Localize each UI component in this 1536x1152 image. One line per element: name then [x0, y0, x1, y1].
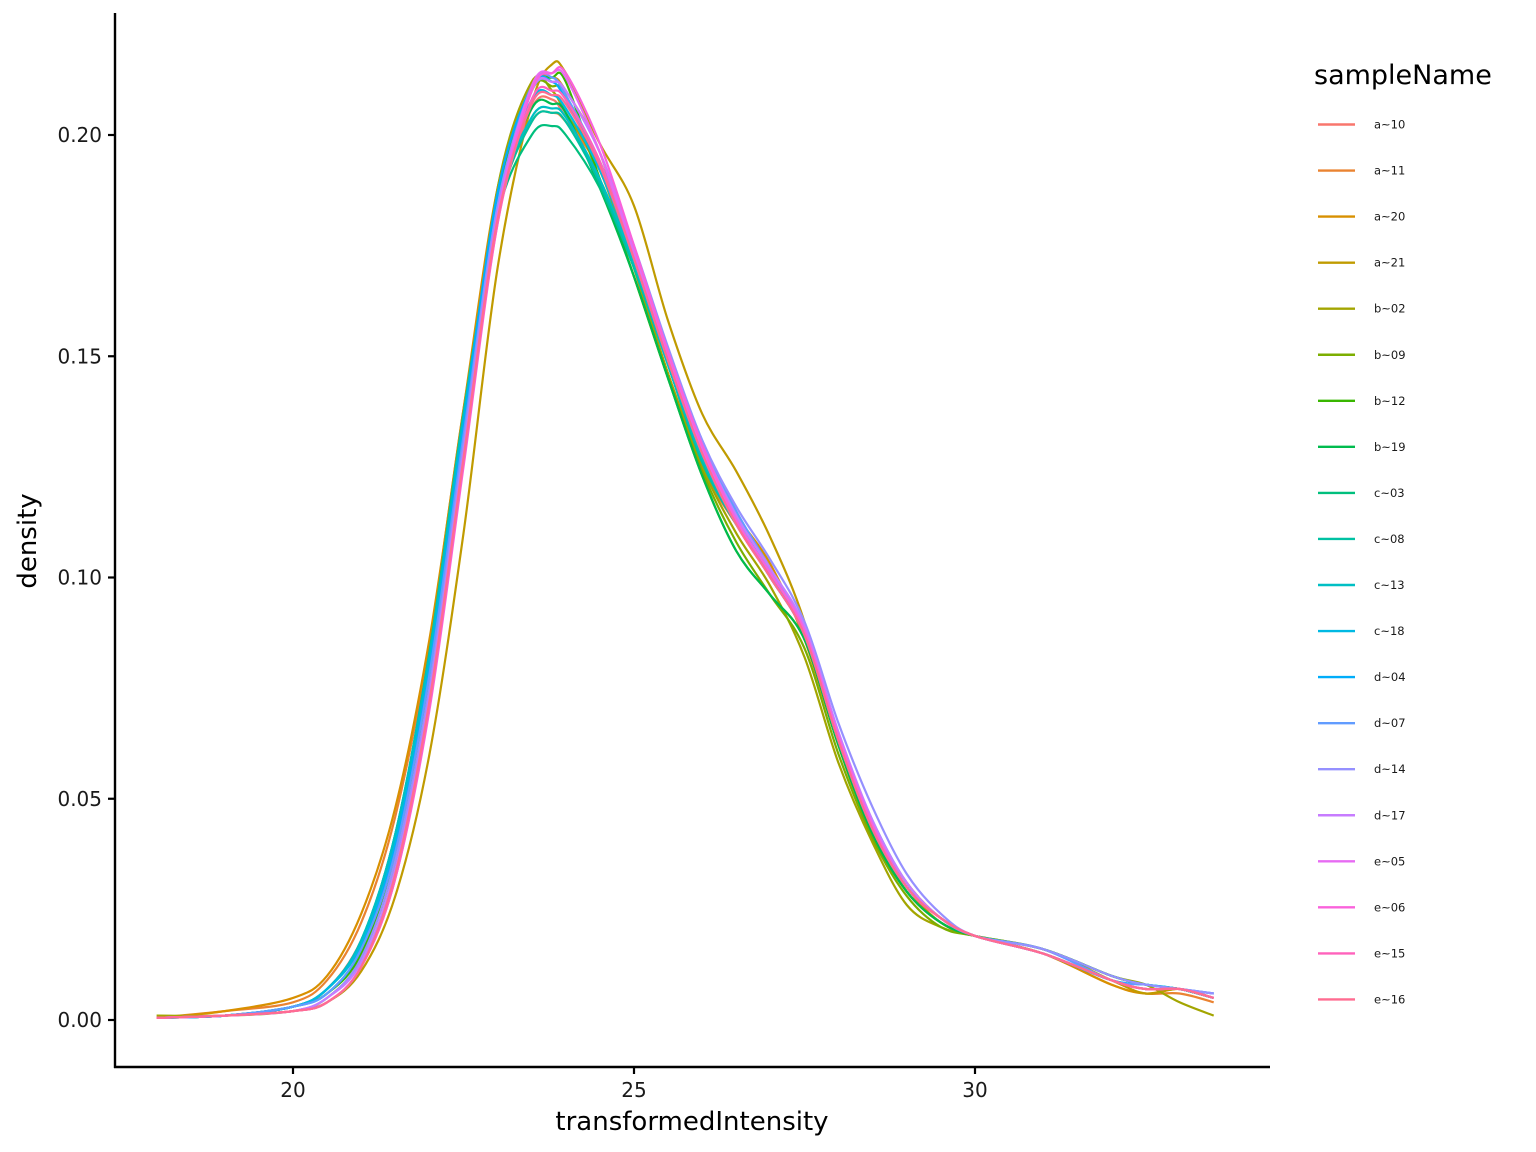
legend-label: e~15 [1374, 946, 1405, 960]
legend-item: d~14 [1318, 762, 1406, 776]
legend-item: d~07 [1318, 716, 1406, 730]
legend-label: e~05 [1374, 854, 1405, 868]
y-axis-ticks: 0.00 0.05 0.10 0.15 0.20 [57, 123, 115, 1032]
x-tick-label: 30 [962, 1078, 987, 1102]
density-curve-e-16 [156, 90, 1214, 1019]
density-curve-b-19 [156, 98, 1214, 1019]
legend-item: b~12 [1318, 394, 1406, 408]
legend-item: e~05 [1318, 854, 1405, 868]
density-curve-d-17 [156, 76, 1214, 1019]
legend-label: c~03 [1374, 486, 1405, 500]
density-curve-c-18 [156, 88, 1214, 1019]
legend-label: c~13 [1374, 578, 1405, 592]
density-curve-e-05 [156, 68, 1214, 1019]
legend-label: b~19 [1374, 440, 1406, 454]
legend-label: a~21 [1374, 256, 1405, 270]
legend-item: e~16 [1318, 992, 1405, 1006]
legend-item: a~10 [1318, 118, 1405, 132]
density-curves [156, 60, 1215, 1019]
legend-item: b~19 [1318, 440, 1406, 454]
legend-item: d~04 [1318, 670, 1406, 684]
density-curve-a-11 [156, 110, 1214, 1019]
legend-item: e~15 [1318, 946, 1405, 960]
y-tick-label: 0.05 [57, 787, 102, 811]
legend-label: b~12 [1374, 394, 1406, 408]
legend: sampleName a~10 a~11 a~20 a~21 b~02 b~09 b~12 b… [1314, 60, 1492, 1006]
density-curve-a-21 [156, 60, 1214, 1019]
legend-label: c~08 [1374, 532, 1405, 546]
density-curve-c-03 [156, 123, 1214, 1019]
density-curve-a-10 [156, 95, 1214, 1019]
legend-label: d~17 [1374, 808, 1406, 822]
legend-label: a~10 [1374, 118, 1405, 132]
density-curve-d-07 [156, 72, 1214, 1019]
y-axis-title: density [13, 493, 43, 588]
legend-label: c~18 [1374, 624, 1405, 638]
x-axis-title: transformedIntensity [555, 1107, 828, 1137]
y-tick-label: 0.00 [57, 1008, 102, 1032]
x-tick-label: 25 [621, 1078, 646, 1102]
legend-item: a~11 [1318, 164, 1405, 178]
legend-label: e~06 [1374, 900, 1405, 914]
density-curve-b-09 [156, 79, 1214, 1019]
legend-label: d~04 [1374, 670, 1406, 684]
x-axis-ticks: 20 25 30 [280, 1067, 988, 1102]
legend-item: a~20 [1318, 210, 1405, 224]
legend-item: a~21 [1318, 256, 1405, 270]
legend-item: c~08 [1318, 532, 1405, 546]
legend-item: b~02 [1318, 302, 1406, 316]
legend-item: c~13 [1318, 578, 1405, 592]
legend-item: c~03 [1318, 486, 1405, 500]
legend-item: b~09 [1318, 348, 1406, 362]
y-tick-label: 0.10 [57, 566, 102, 590]
y-tick-label: 0.15 [57, 344, 102, 368]
x-tick-label: 20 [280, 1078, 305, 1102]
legend-label: d~07 [1374, 716, 1406, 730]
density-curve-b-12 [156, 71, 1214, 1019]
legend-item: d~17 [1318, 808, 1406, 822]
legend-label: d~14 [1374, 762, 1406, 776]
legend-label: e~16 [1374, 992, 1405, 1006]
legend-item: e~06 [1318, 900, 1405, 914]
density-curve-e-15 [156, 85, 1214, 1019]
density-curve-a-20 [156, 73, 1214, 1019]
density-curve-c-13 [156, 105, 1214, 1019]
legend-title: sampleName [1314, 60, 1492, 91]
density-curve-d-04 [156, 75, 1214, 1019]
density-curve-d-14 [156, 77, 1214, 1019]
legend-label: b~09 [1374, 348, 1406, 362]
legend-label: a~11 [1374, 164, 1405, 178]
density-curve-c-08 [156, 110, 1214, 1019]
density-curve-e-06 [156, 66, 1214, 1019]
density-curve-b-02 [156, 74, 1215, 1018]
y-tick-label: 0.20 [57, 123, 102, 147]
legend-item: c~18 [1318, 624, 1405, 638]
legend-label: b~02 [1374, 302, 1406, 316]
legend-label: a~20 [1374, 210, 1405, 224]
